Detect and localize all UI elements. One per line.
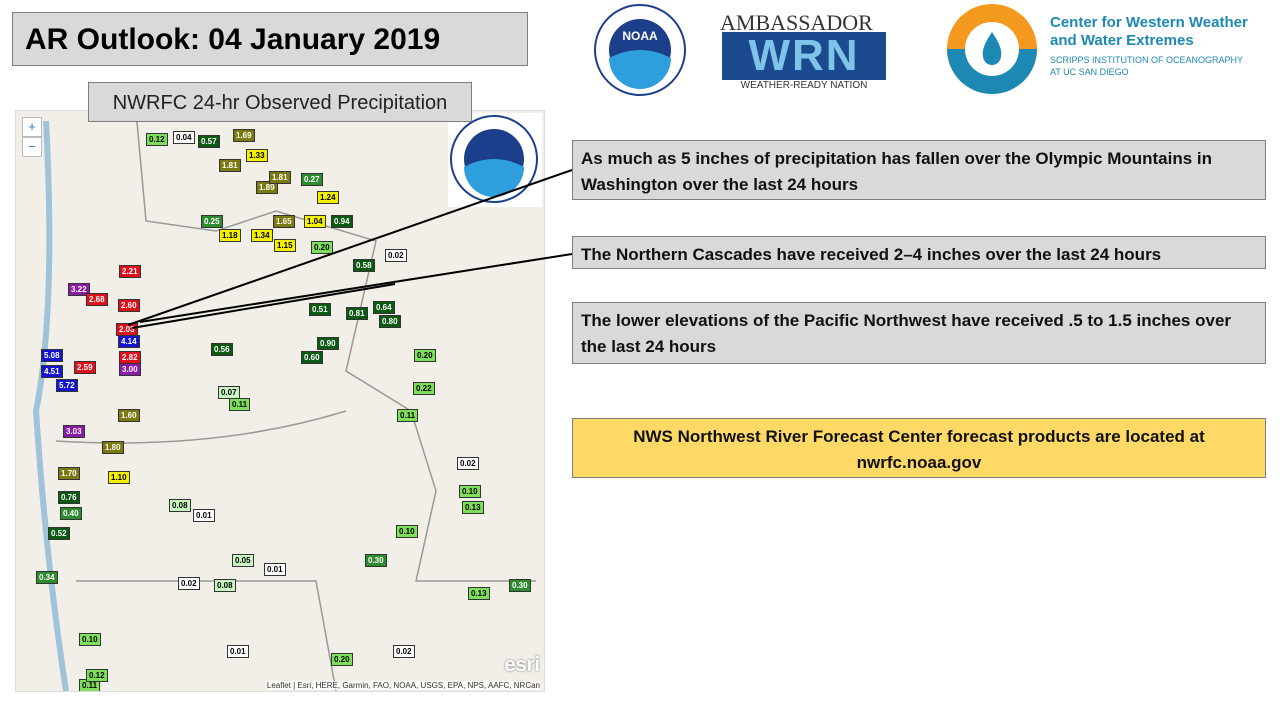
station-label[interactable]: 4.51 [41,365,63,378]
station-label[interactable]: 0.81 [346,307,368,320]
cw3e-logo [947,4,1037,94]
station-label[interactable]: 0.20 [331,653,353,666]
station-label[interactable]: 0.30 [509,579,531,592]
map-borders [32,111,542,691]
station-label[interactable]: 0.10 [79,633,101,646]
cw3e-subtitle: SCRIPPS INSTITUTION OF OCEANOGRAPHY AT U… [1050,55,1243,77]
station-label[interactable]: 0.01 [193,509,215,522]
station-label[interactable]: 1.15 [274,239,296,252]
map-title: NWRFC 24-hr Observed Precipitation [88,82,472,122]
station-label[interactable]: 1.65 [273,215,295,228]
station-label[interactable]: 1.34 [251,229,273,242]
station-label[interactable]: 3.03 [63,425,85,438]
station-label[interactable]: 1.10 [108,471,130,484]
station-label[interactable]: 2.03 [116,323,138,336]
station-label[interactable]: 3.00 [119,363,141,376]
station-label[interactable]: 0.22 [413,382,435,395]
station-label[interactable]: 1.18 [219,229,241,242]
station-label[interactable]: 2.68 [86,293,108,306]
station-label[interactable]: 0.02 [457,457,479,470]
station-label[interactable]: 0.30 [365,554,387,567]
callout-olympics: As much as 5 inches of precipitation has… [572,140,1266,200]
station-label[interactable]: 0.08 [169,499,191,512]
station-label[interactable]: 1.81 [269,171,291,184]
station-label[interactable]: 2.82 [119,351,141,364]
station-label[interactable]: 3.22 [68,283,90,296]
station-label[interactable]: 0.80 [379,315,401,328]
station-label[interactable]: 0.56 [211,343,233,356]
station-label[interactable]: 1.60 [118,409,140,422]
station-label[interactable]: 0.94 [331,215,353,228]
zoom-out[interactable]: − [22,137,42,157]
station-label[interactable]: 0.10 [459,485,481,498]
callout-lowlands: The lower elevations of the Pacific Nort… [572,302,1266,364]
station-label[interactable]: 0.02 [385,249,407,262]
map-attribution: Leaflet | Esri, HERE, Garmin, FAO, NOAA,… [266,681,540,690]
station-label[interactable]: 0.11 [397,409,419,422]
station-label[interactable]: 0.02 [178,577,200,590]
station-label[interactable]: 1.70 [58,467,80,480]
station-label[interactable]: 1.33 [246,149,268,162]
station-label[interactable]: 0.02 [393,645,415,658]
station-label[interactable]: 0.27 [301,173,323,186]
station-label[interactable]: 0.13 [468,587,490,600]
station-label[interactable]: 4.14 [118,335,140,348]
station-label[interactable]: 0.52 [48,527,70,540]
station-label[interactable]: 1.69 [233,129,255,142]
station-label[interactable]: 0.04 [173,131,195,144]
station-label[interactable]: 0.01 [227,645,249,658]
station-label[interactable]: 0.11 [229,398,251,411]
station-label[interactable]: 0.25 [201,215,223,228]
zoom-in[interactable]: + [22,117,42,137]
station-label[interactable]: 0.05 [232,554,254,567]
wrn-text: WRN [722,32,886,80]
station-label[interactable]: 0.40 [60,507,82,520]
station-label[interactable]: 0.10 [396,525,418,538]
wrn-tagline: WEATHER-READY NATION [740,80,868,91]
slide-title: AR Outlook: 04 January 2019 [12,12,528,66]
station-label[interactable]: 1.80 [102,441,124,454]
station-label[interactable]: 0.07 [218,386,240,399]
precipitation-map[interactable]: + − esri Leaflet | Esri, HERE, Garmin, F… [15,110,545,692]
station-label[interactable]: 0.12 [146,133,168,146]
station-label[interactable]: 5.08 [41,349,63,362]
station-label[interactable]: 2.59 [74,361,96,374]
station-label[interactable]: 0.34 [36,571,58,584]
station-label[interactable]: 0.12 [86,669,108,682]
station-label[interactable]: 2.21 [119,265,141,278]
ambassador-text: AMBASSADOR [720,10,873,35]
station-label[interactable]: 0.01 [264,563,286,576]
station-label[interactable]: 0.51 [309,303,331,316]
station-label[interactable]: 1.81 [219,159,241,172]
station-label[interactable]: 5.72 [56,379,78,392]
station-label[interactable]: 0.60 [301,351,323,364]
noaa-text: NOAA [622,29,658,43]
callout-nwrfc: NWS Northwest River Forecast Center fore… [572,418,1266,478]
station-label[interactable]: 1.24 [317,191,339,204]
station-label[interactable]: 0.20 [414,349,436,362]
station-label[interactable]: 0.58 [353,259,375,272]
cw3e-title: Center for Western Weather and Water Ext… [1050,14,1248,49]
callout-cascades: The Northern Cascades have received 2–4 … [572,236,1266,269]
station-label[interactable]: 0.08 [214,579,236,592]
esri-logo: esri [504,654,540,676]
station-label[interactable]: 1.04 [304,215,326,228]
station-label[interactable]: 0.64 [373,301,395,314]
station-label[interactable]: 2.60 [118,299,140,312]
station-label[interactable]: 0.57 [198,135,220,148]
station-label[interactable]: 0.90 [317,337,339,350]
noaa-logo: NOAA [594,4,686,96]
station-label[interactable]: 0.20 [311,241,333,254]
station-label[interactable]: 0.13 [462,501,484,514]
station-label[interactable]: 0.76 [58,491,80,504]
